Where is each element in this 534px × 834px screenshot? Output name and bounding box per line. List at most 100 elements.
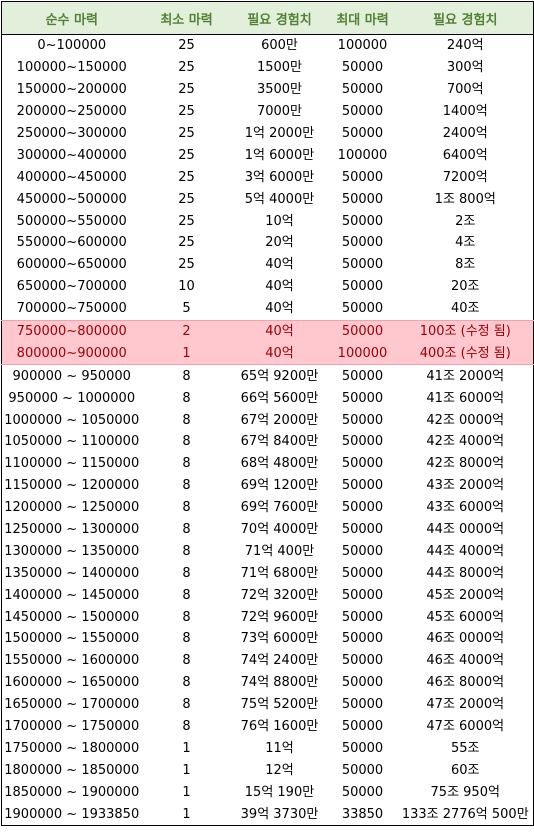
cell-required-exp-total: 700억 xyxy=(446,82,484,98)
table-row: 1200000 ~ 1250000 8 69억 7600만 50000 43조 6000… xyxy=(2,497,534,519)
cell-min-mana: 8 xyxy=(182,587,191,603)
cell-pure-mana: 1050000 ~ 1100000 xyxy=(4,434,140,450)
table-row: 550000~600000 25 20억 50000 4조 xyxy=(2,232,534,254)
cell-min-mana: 8 xyxy=(182,522,191,538)
cell-pure-mana: 1650000 ~ 1700000 xyxy=(4,697,140,713)
cell-max-mana: 50000 xyxy=(341,191,384,207)
table-body: 0~100000 25 600만 100000 240억 100000~150000 25 1… xyxy=(1,35,534,826)
cell-required-exp: 40억 xyxy=(265,279,294,295)
cell-max-mana: 50000 xyxy=(341,60,384,76)
cell-min-mana: 25 xyxy=(178,169,195,185)
cell-max-mana: 50000 xyxy=(341,609,384,625)
cell-min-mana: 8 xyxy=(182,478,191,494)
cell-required-exp-total: 100조 (수정 됨) xyxy=(397,319,534,343)
cell-max-mana: 50000 xyxy=(341,697,384,713)
cell-required-exp: 40억 xyxy=(265,301,294,317)
cell-max-mana: 50000 xyxy=(341,412,384,428)
cell-max-mana: 33850 xyxy=(341,806,384,822)
cell-required-exp-total: 46조 8000억 xyxy=(426,675,505,691)
cell-min-mana: 8 xyxy=(182,456,191,472)
table-row: 0~100000 25 600만 100000 240억 xyxy=(2,35,534,57)
cell-min-mana: 8 xyxy=(182,412,191,428)
cell-max-mana: 50000 xyxy=(341,784,384,800)
cell-required-exp: 66억 5600만 xyxy=(240,390,319,406)
cell-max-mana: 50000 xyxy=(341,675,384,691)
cell-max-mana: 50000 xyxy=(341,368,384,384)
cell-required-exp-total: 400조 (수정 됨) xyxy=(397,342,534,366)
cell-max-mana: 50000 xyxy=(341,478,384,494)
table-row: 1850000 ~ 1900000 1 15억 190만 50000 75조 950억 xyxy=(2,781,534,803)
cell-required-exp: 71억 6800만 xyxy=(240,565,319,581)
cell-max-mana: 50000 xyxy=(341,653,384,669)
header-required-exp-total: 필요 경험치 xyxy=(397,1,534,35)
cell-pure-mana: 550000~600000 xyxy=(16,235,127,251)
cell-min-mana: 25 xyxy=(178,104,195,120)
cell-max-mana: 50000 xyxy=(341,762,384,778)
cell-required-exp: 75억 5200만 xyxy=(240,697,319,713)
cell-required-exp-total: 44조 0000억 xyxy=(426,522,505,538)
cell-min-mana: 1 xyxy=(141,342,232,366)
cell-max-mana: 50000 xyxy=(341,279,384,295)
cell-required-exp: 600만 xyxy=(261,38,298,54)
cell-min-mana: 25 xyxy=(178,147,195,163)
cell-required-exp-total: 6400억 xyxy=(442,147,488,163)
cell-min-mana: 25 xyxy=(178,60,195,76)
cell-pure-mana: 900000 ~ 950000 xyxy=(12,368,131,384)
cell-required-exp-total: 133조 2776억 500만 xyxy=(401,806,529,822)
cell-min-mana: 25 xyxy=(178,235,195,251)
header-min-mana: 최소 마력 xyxy=(141,1,232,35)
cell-pure-mana: 1100000 ~ 1150000 xyxy=(4,456,140,472)
cell-min-mana: 10 xyxy=(178,279,195,295)
cell-pure-mana: 1000000 ~ 1050000 xyxy=(4,412,140,428)
table-row: 1650000 ~ 1700000 8 75억 5200만 50000 47조 2000… xyxy=(2,694,534,716)
cell-max-mana: 50000 xyxy=(341,104,384,120)
table-row: 250000~300000 25 1억 2000만 50000 2400억 xyxy=(2,123,534,145)
cell-pure-mana: 150000~200000 xyxy=(16,82,127,98)
cell-required-exp: 68억 4800만 xyxy=(240,456,319,472)
cell-max-mana: 50000 xyxy=(341,390,384,406)
table-row: 450000~500000 25 5억 4000만 50000 1조 800억 xyxy=(2,188,534,210)
cell-max-mana: 100000 xyxy=(337,147,388,163)
cell-pure-mana: 950000 ~ 1000000 xyxy=(8,390,136,406)
cell-max-mana: 100000 xyxy=(337,38,388,54)
cell-required-exp-total: 55조 xyxy=(450,740,480,756)
cell-required-exp: 67억 2000만 xyxy=(240,412,319,428)
cell-required-exp: 12억 xyxy=(265,762,294,778)
table-row: 950000 ~ 1000000 8 66억 5600만 50000 41조 6000억 xyxy=(2,387,534,409)
table-row: 1600000 ~ 1650000 8 74억 8800만 50000 46조 8000… xyxy=(2,672,534,694)
table-row: 1250000 ~ 1300000 8 70억 4000만 50000 44조 0000… xyxy=(2,519,534,541)
cell-required-exp-total: 44조 4000억 xyxy=(426,543,505,559)
table-row: 100000~150000 25 1500만 50000 300억 xyxy=(2,57,534,79)
header-row: 순수 마력 최소 마력 필요 경험치 최대 마력 필요 경험치 xyxy=(1,1,534,35)
cell-pure-mana: 250000~300000 xyxy=(16,126,127,141)
cell-required-exp-total: 20조 xyxy=(450,279,480,295)
cell-required-exp-total: 240억 xyxy=(446,38,484,54)
table-row: 750000~800000 2 40억 50000 100조 (수정 됨) xyxy=(1,319,534,343)
cell-required-exp: 11억 xyxy=(265,740,294,756)
header-max-mana: 최대 마력 xyxy=(327,1,398,35)
cell-pure-mana: 200000~250000 xyxy=(16,104,127,120)
cell-required-exp-total: 1400억 xyxy=(442,104,488,120)
table-row: 1050000 ~ 1100000 8 67억 8400만 50000 42조 4000… xyxy=(2,431,534,453)
cell-min-mana: 25 xyxy=(178,191,195,207)
cell-required-exp: 69억 1200만 xyxy=(240,478,319,494)
cell-min-mana: 8 xyxy=(182,390,191,406)
cell-required-exp-total: 41조 2000억 xyxy=(426,368,505,384)
cell-max-mana: 50000 xyxy=(341,82,384,98)
table-row: 1700000 ~ 1750000 8 76억 1600만 50000 47조 6000… xyxy=(2,716,534,738)
cell-pure-mana: 750000~800000 xyxy=(1,319,142,343)
cell-max-mana: 50000 xyxy=(341,301,384,317)
cell-min-mana: 8 xyxy=(182,565,191,581)
cell-pure-mana: 1750000 ~ 1800000 xyxy=(4,740,140,756)
cell-required-exp: 3억 6000만 xyxy=(244,169,315,185)
cell-pure-mana: 1150000 ~ 1200000 xyxy=(4,478,140,494)
cell-pure-mana: 600000~650000 xyxy=(16,257,127,273)
cell-required-exp: 76억 1600만 xyxy=(240,719,319,735)
cell-min-mana: 1 xyxy=(182,740,191,756)
cell-required-exp-total: 45조 2000억 xyxy=(426,587,505,603)
cell-required-exp: 40억 xyxy=(265,257,294,273)
cell-pure-mana: 1200000 ~ 1250000 xyxy=(4,500,140,516)
cell-required-exp: 72억 9600만 xyxy=(240,609,319,625)
cell-pure-mana: 1350000 ~ 1400000 xyxy=(4,565,140,581)
